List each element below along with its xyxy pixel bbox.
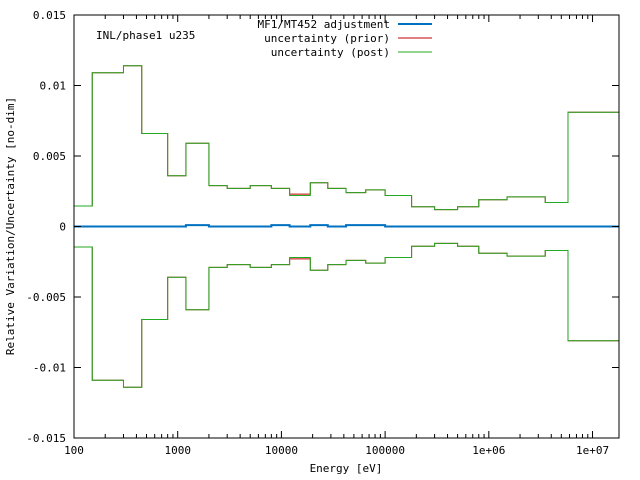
- x-tick-label: 100000: [365, 444, 405, 457]
- y-tick-label: -0.01: [33, 362, 66, 375]
- y-tick-label: 0.005: [33, 150, 66, 163]
- y-tick-label: -0.015: [26, 432, 66, 445]
- series-uncertainty-post-upper: [74, 65, 619, 211]
- y-axis-label: Relative Variation/Uncertainty [no-dim]: [4, 97, 17, 355]
- chart-title: INL/phase1 u235: [96, 29, 195, 42]
- x-axis-label: Energy [eV]: [310, 462, 383, 475]
- y-tick-label: 0.015: [33, 9, 66, 22]
- series-uncertainty-post-lower: [74, 242, 619, 388]
- legend-label-mf1-mt452-adjustment: MF1/MT452 adjustment: [258, 18, 390, 31]
- series-mf1-mt452-adjustment-upper: [74, 224, 619, 228]
- x-tick-label: 100: [64, 444, 84, 457]
- x-tick-label: 10000: [265, 444, 298, 457]
- legend-label-uncertainty-post: uncertainty (post): [271, 46, 390, 59]
- x-tick-label: 1e+07: [576, 444, 609, 457]
- x-tick-label: 1000: [164, 444, 191, 457]
- x-tick-label: 1e+06: [472, 444, 505, 457]
- legend-label-uncertainty-prior: uncertainty (prior): [264, 32, 390, 45]
- y-tick-label: -0.005: [26, 291, 66, 304]
- y-tick-label: 0.01: [40, 80, 67, 93]
- series-layer: [74, 65, 619, 388]
- y-tick-label: 0: [59, 221, 66, 234]
